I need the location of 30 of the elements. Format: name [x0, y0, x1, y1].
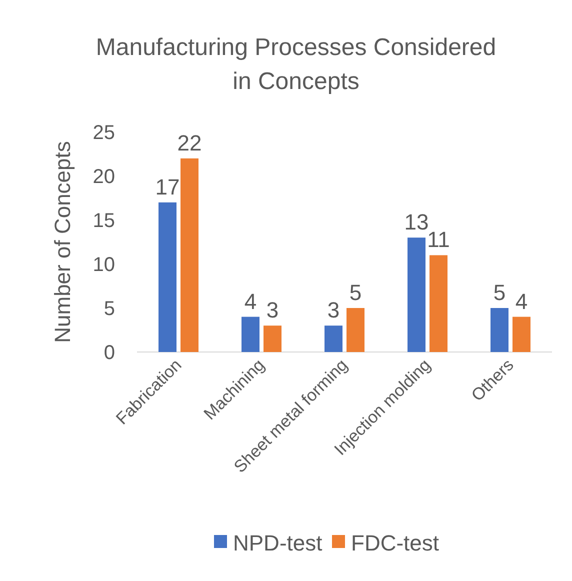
bar	[158, 202, 176, 352]
bar	[324, 326, 342, 352]
y-tick-label: 5	[104, 298, 115, 320]
data-label: 22	[177, 130, 202, 156]
data-label: 5	[493, 280, 506, 305]
bar	[264, 326, 282, 352]
bar	[408, 238, 426, 352]
bar	[430, 255, 448, 352]
legend-label: FDC-test	[351, 530, 439, 556]
y-tick-label: 25	[92, 122, 115, 144]
bar	[180, 158, 198, 352]
data-label: 4	[244, 288, 257, 314]
data-label: 17	[155, 174, 180, 200]
bar	[512, 316, 530, 352]
y-tick-label: 10	[92, 254, 115, 276]
data-label: 3	[327, 298, 340, 323]
y-tick-label: 0	[104, 342, 115, 364]
chart-title: Manufacturing Processes Considered in Concepts	[96, 34, 496, 95]
legend-label: NPD-test	[233, 530, 322, 556]
data-label: 3	[266, 298, 279, 323]
data-label: 13	[404, 210, 429, 235]
bar	[346, 308, 364, 352]
bar	[490, 308, 508, 352]
y-tick-label: 15	[92, 210, 115, 232]
data-label: 11	[427, 227, 450, 252]
data-label: 5	[349, 280, 362, 305]
bar	[242, 316, 260, 352]
y-axis-title: Number of Concepts	[50, 141, 75, 343]
data-label: 4	[515, 288, 528, 314]
y-tick-label: 20	[92, 166, 115, 188]
